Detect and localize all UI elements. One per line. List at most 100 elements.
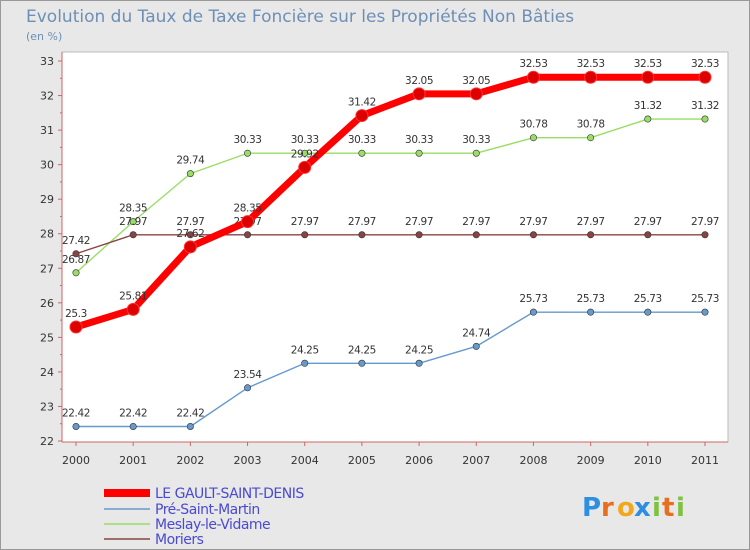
data-point [241, 215, 255, 229]
data-label: 24.25 [291, 344, 319, 356]
data-point [587, 134, 595, 142]
data-point [129, 218, 137, 226]
data-label: 30.78 [519, 119, 547, 131]
x-axis: 2000 2001 2002 2003 2004 2005 2006 2007 2008 2009… [62, 441, 728, 467]
plot-area [61, 51, 729, 443]
data-point [701, 115, 709, 123]
data-label: 27.97 [119, 216, 147, 228]
data-point [358, 149, 366, 157]
data-point [529, 308, 537, 316]
data-label: 28.35 [119, 203, 147, 215]
data-point [72, 422, 80, 430]
data-label: 22.42 [119, 407, 147, 419]
logo-letter: i [652, 493, 661, 523]
y-tick-label: 28 [40, 228, 54, 241]
data-label: 25.73 [577, 293, 605, 305]
data-label: 32.53 [691, 58, 719, 70]
data-label: 27.97 [405, 216, 433, 228]
logo-letter: P [582, 493, 601, 523]
y-tick-label: 30 [40, 159, 54, 172]
data-label: 32.53 [634, 58, 662, 70]
data-point [129, 231, 137, 239]
y-tick-label: 31 [40, 124, 54, 137]
series-pr-saint-martin: 22.42 22.42 22.42 23.54 24.25 24.25 24.25 24.74… [62, 293, 719, 430]
data-point [69, 320, 83, 334]
data-point [301, 149, 309, 157]
data-label: 24.25 [348, 344, 376, 356]
data-label: 25.73 [691, 293, 719, 305]
data-point [587, 308, 595, 316]
chart-title: Evolution du Taux de Taxe Foncière sur l… [26, 7, 574, 27]
data-point [526, 70, 540, 84]
data-label: 23.54 [234, 369, 263, 381]
y-axis: 22 23 24 25 26 27 28 29 30 31 32 33 [40, 52, 63, 448]
data-label: 31.42 [348, 97, 376, 109]
series-line [75, 118, 706, 274]
logo-letter: x [634, 493, 651, 523]
logo-letter: o [617, 493, 635, 523]
data-label: 32.05 [462, 75, 490, 87]
data-point [472, 231, 480, 239]
x-tick-label: 2001 [119, 454, 147, 467]
data-label: 27.97 [519, 216, 547, 228]
y-tick-label: 32 [40, 90, 54, 103]
data-label: 30.33 [462, 134, 490, 146]
data-label: 32.53 [577, 58, 605, 70]
y-tick-label: 22 [40, 435, 54, 448]
data-label: 25.81 [119, 290, 147, 302]
x-tick-label: 2009 [577, 454, 605, 467]
data-point [244, 231, 252, 239]
series-line [72, 73, 709, 331]
data-point [529, 231, 537, 239]
data-label: 25.73 [634, 293, 662, 305]
data-point [472, 342, 480, 350]
x-tick-label: 2000 [62, 454, 90, 467]
data-point [415, 231, 423, 239]
logo-letter: t [662, 493, 674, 523]
y-tick-label: 33 [40, 55, 54, 68]
y-tick-label: 29 [40, 193, 54, 206]
data-label: 30.78 [577, 119, 605, 131]
x-tick-label: 2010 [634, 454, 662, 467]
data-point [358, 231, 366, 239]
logo-letter: i [676, 493, 685, 523]
legend: LE GAULT-SAINT-DENISPré-Saint-MartinMesl… [104, 486, 305, 548]
data-label: 27.62 [176, 228, 204, 240]
series-layer: 22.42 22.42 22.42 23.54 24.25 24.25 24.25 24.74… [62, 58, 719, 430]
data-label: 29.74 [176, 155, 205, 167]
x-tick-label: 2004 [291, 454, 319, 467]
data-point [186, 231, 194, 239]
legend-label: Pré-Saint-Martin [155, 502, 260, 518]
data-label: 22.42 [176, 407, 204, 419]
x-tick-label: 2003 [234, 454, 262, 467]
data-point [244, 384, 252, 392]
data-point [301, 359, 309, 367]
data-point [126, 302, 140, 316]
data-label: 31.32 [691, 100, 719, 112]
chart-subtitle: (en %) [26, 30, 62, 43]
data-point [298, 160, 312, 174]
data-label: 29.92 [291, 148, 319, 160]
data-point [469, 87, 483, 101]
data-label: 27.42 [62, 235, 90, 247]
data-point [183, 240, 197, 254]
data-point [358, 359, 366, 367]
data-label: 27.97 [462, 216, 490, 228]
y-tick-label: 24 [40, 366, 54, 379]
data-label: 25.3 [65, 308, 87, 320]
data-point [72, 250, 80, 258]
data-point [72, 269, 80, 277]
series-le-gault-saint-denis: 25.3 25.81 27.62 28.35 29.92 31.42 32.05 32.05 3… [65, 58, 719, 334]
x-tick-label: 2002 [176, 454, 204, 467]
data-point [644, 115, 652, 123]
data-point [472, 149, 480, 157]
data-point [186, 422, 194, 430]
series-line [75, 311, 706, 428]
legend-label: LE GAULT-SAINT-DENIS [155, 486, 304, 502]
data-label: 27.97 [176, 216, 204, 228]
data-label: 28.35 [234, 203, 262, 215]
data-label: 27.97 [634, 216, 662, 228]
data-label: 27.97 [691, 216, 719, 228]
legend-label: Moriers [155, 532, 204, 548]
